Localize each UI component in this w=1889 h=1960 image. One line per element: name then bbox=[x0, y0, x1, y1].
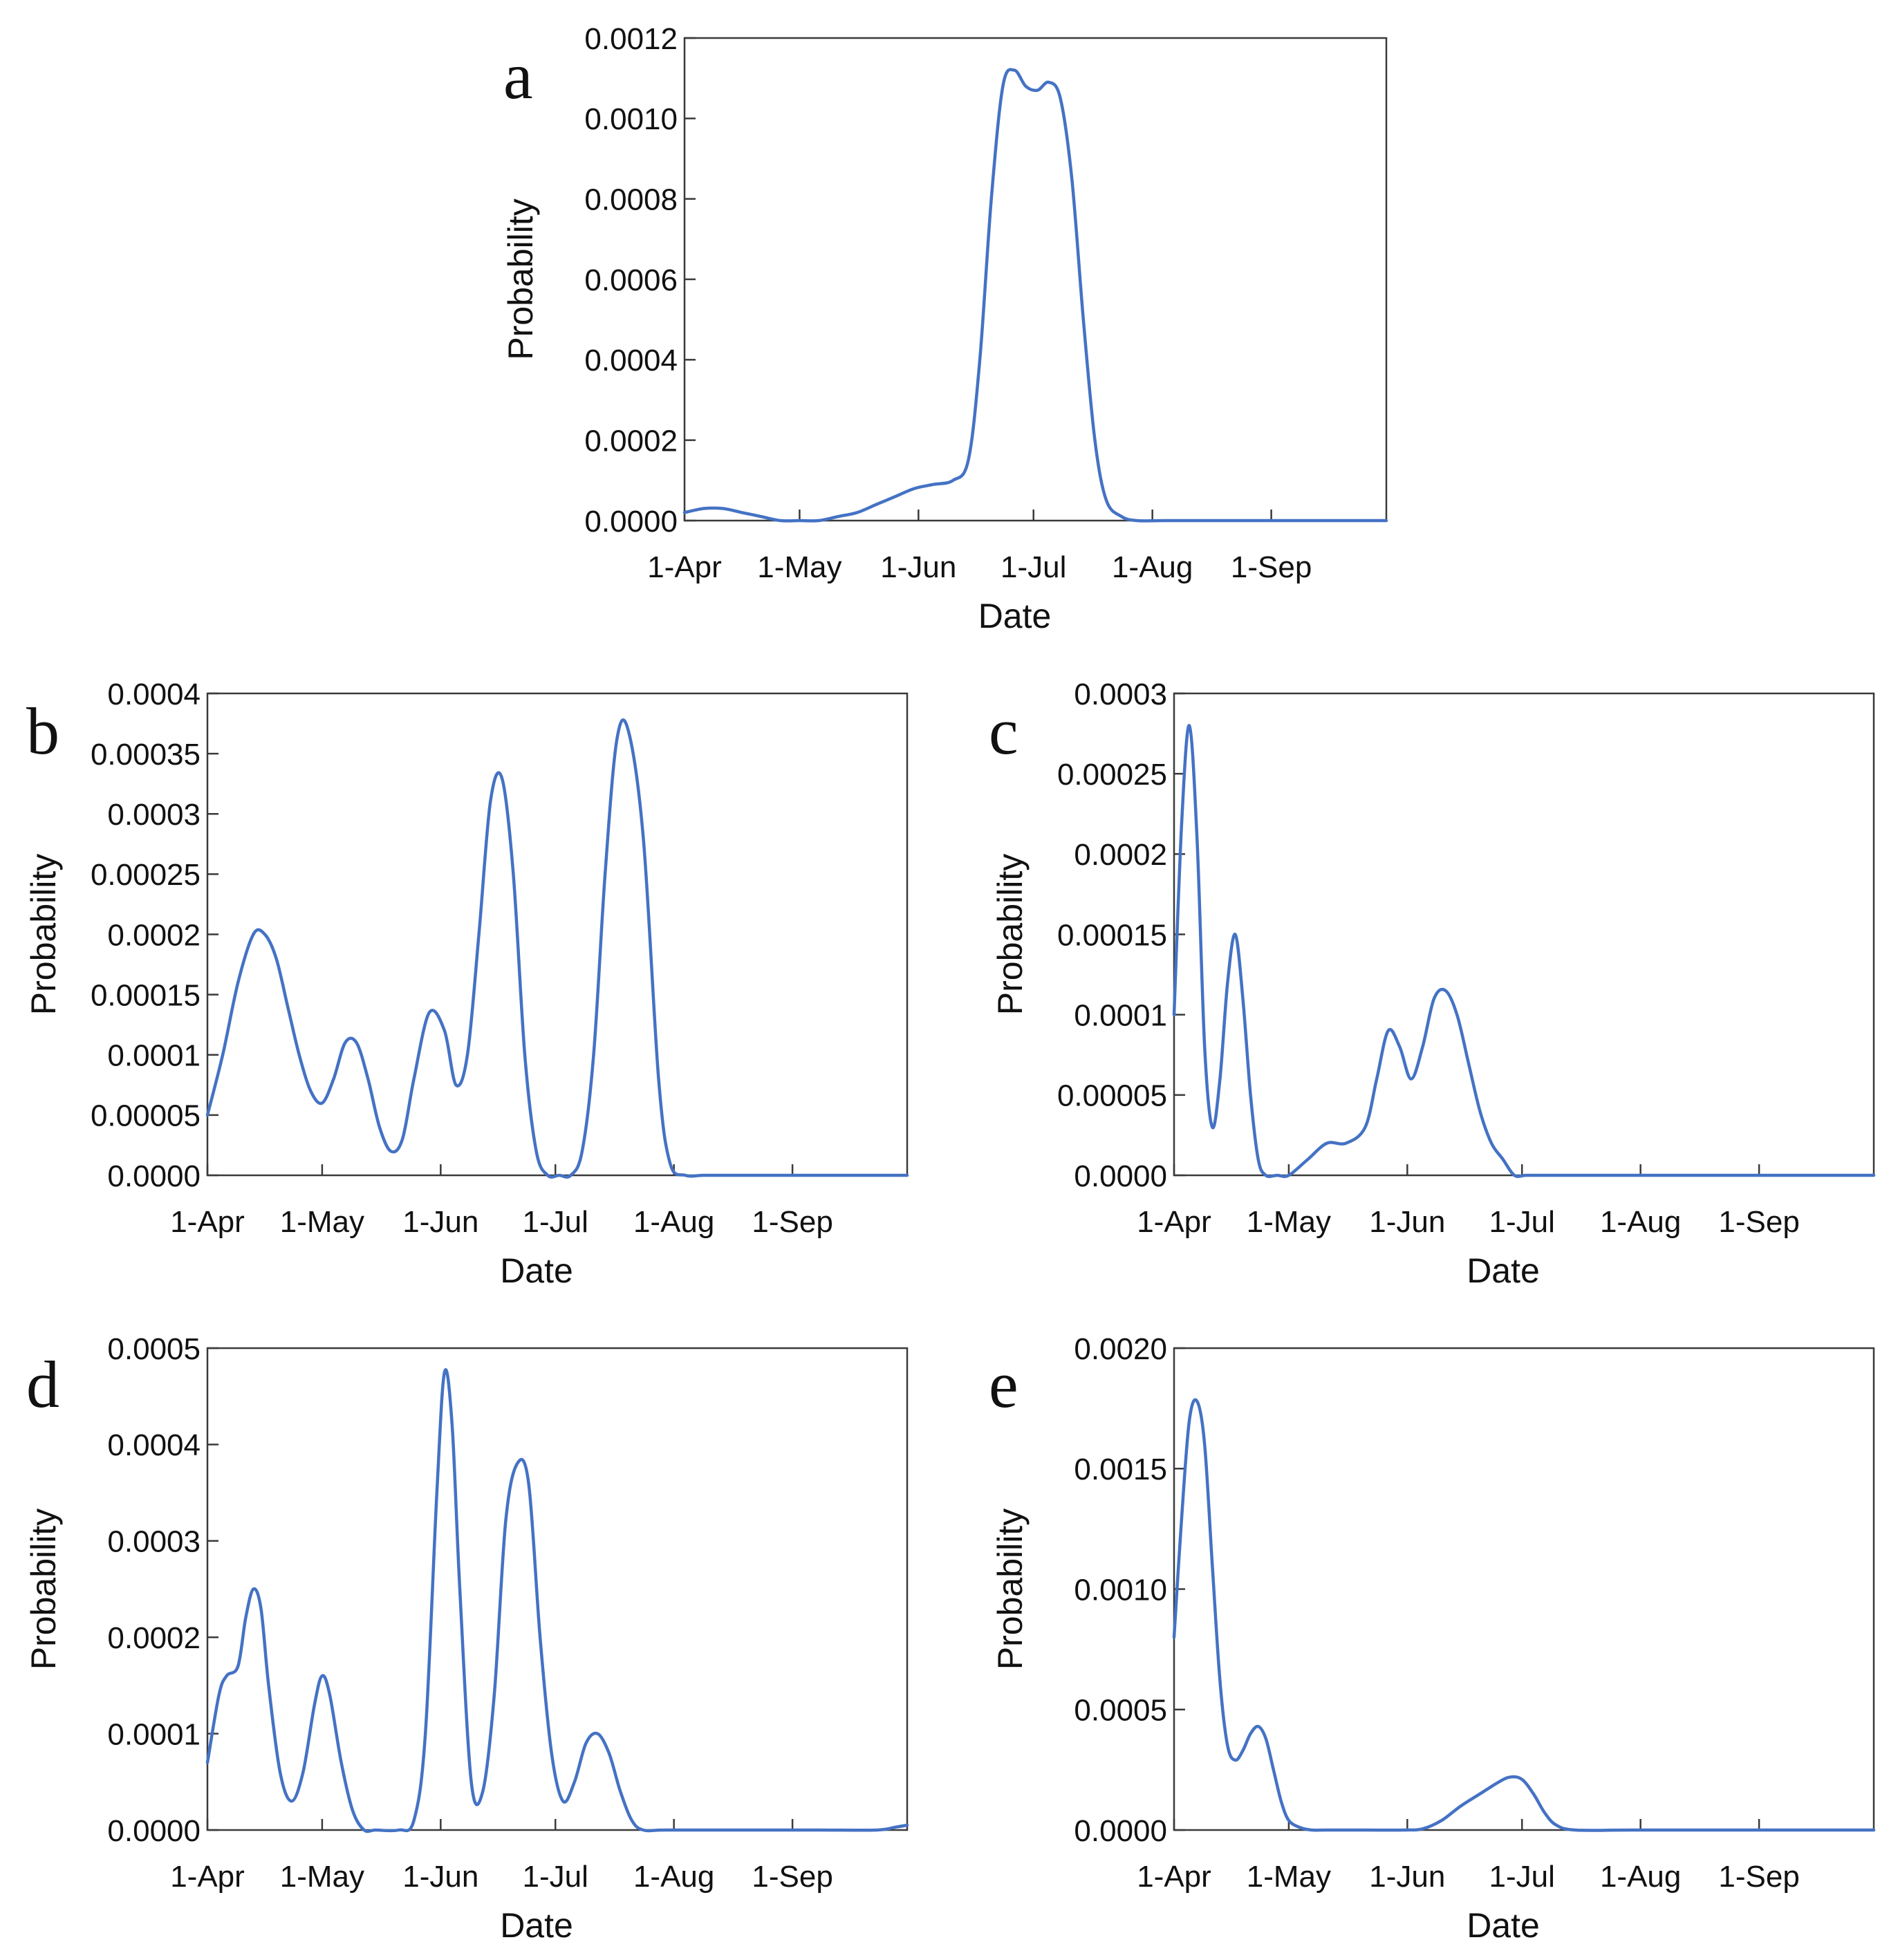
panel-letter: d bbox=[26, 1347, 59, 1421]
chart-panel-d: d 0.0000 0.0001 0.0002 0.0003 0.0004 0.0005 1-A… bbox=[24, 1332, 909, 1945]
plot-frame bbox=[1173, 692, 1875, 1177]
x-tick-label: 1-Jun bbox=[402, 1860, 478, 1894]
x-tick-label: 1-May bbox=[280, 1860, 364, 1894]
x-tick-label: 1-Aug bbox=[633, 1205, 714, 1239]
x-axis-title: Date bbox=[978, 597, 1052, 635]
plot-frame bbox=[206, 692, 909, 1177]
y-axis-title: Probability bbox=[24, 854, 63, 1015]
y-tick-label: 0.0002 bbox=[1074, 838, 1167, 872]
y-tick-label: 0.0003 bbox=[107, 798, 201, 832]
chart-panel-a: a 0.0000 0.0002 0.0004 0.0006 0.0008 0.0010 0.0… bbox=[501, 22, 1388, 635]
x-tick-label: 1-Jun bbox=[880, 550, 956, 584]
panel-letter: a bbox=[503, 39, 533, 113]
series-line bbox=[682, 68, 1388, 523]
x-tick-label: 1-Apr bbox=[170, 1205, 245, 1239]
y-axis-title: Probability bbox=[501, 198, 540, 360]
y-axis-title: Probability bbox=[991, 854, 1030, 1015]
y-tick-label: 0.00015 bbox=[1057, 918, 1167, 952]
chart-panel-e: e 0.0000 0.0005 0.0010 0.0015 0.0020 1-Apr 1-Ma… bbox=[989, 1332, 1876, 1945]
x-tick-label: 1-Apr bbox=[1137, 1205, 1211, 1239]
x-tick-label: 1-Jun bbox=[402, 1205, 478, 1239]
y-tick-label: 0.0004 bbox=[584, 344, 678, 377]
y-tick-label: 0.0004 bbox=[107, 678, 201, 711]
y-tick-label: 0.0003 bbox=[1074, 678, 1167, 711]
y-tick-label: 0.00005 bbox=[91, 1099, 201, 1133]
x-tick-label: 1-May bbox=[757, 550, 841, 584]
x-axis-title: Date bbox=[1467, 1906, 1540, 1945]
y-tick-label: 0.0001 bbox=[1074, 999, 1167, 1033]
series-line bbox=[1172, 1398, 1876, 1832]
y-tick-label: 0.0003 bbox=[107, 1525, 201, 1559]
y-tick-label: 0.0005 bbox=[107, 1332, 201, 1366]
x-tick-label: 1-Apr bbox=[1137, 1860, 1211, 1894]
y-tick-label: 0.0002 bbox=[584, 424, 678, 458]
chart-panel-c: c 0.0000 0.00005 0.0001 0.00015 0.0002 0.00025… bbox=[989, 678, 1876, 1290]
x-tick-label: 1-Apr bbox=[647, 550, 722, 584]
x-tick-label: 1-Jul bbox=[1001, 550, 1066, 584]
x-tick-label: 1-Aug bbox=[1112, 550, 1193, 584]
series-line bbox=[205, 1368, 909, 1833]
x-tick-label: 1-Sep bbox=[1718, 1205, 1799, 1239]
y-tick-label: 0.0020 bbox=[1074, 1332, 1167, 1366]
y-tick-label: 0.0000 bbox=[1074, 1159, 1167, 1193]
y-tick-label: 0.0010 bbox=[1074, 1573, 1167, 1607]
y-tick-label: 0.0001 bbox=[107, 1039, 201, 1073]
x-tick-label: 1-Aug bbox=[633, 1860, 714, 1894]
y-tick-label: 0.0005 bbox=[1074, 1694, 1167, 1728]
panel-letter: e bbox=[989, 1347, 1018, 1421]
y-tick-label: 0.0000 bbox=[584, 505, 678, 539]
x-tick-label: 1-May bbox=[280, 1205, 364, 1239]
y-tick-label: 0.0001 bbox=[107, 1717, 201, 1751]
y-tick-label: 0.0002 bbox=[107, 1621, 201, 1655]
y-tick-label: 0.00025 bbox=[91, 858, 201, 892]
plot-frame bbox=[683, 37, 1388, 522]
y-axis-title: Probability bbox=[991, 1509, 1030, 1670]
x-tick-label: 1-Jul bbox=[523, 1860, 588, 1894]
x-tick-label: 1-Jun bbox=[1369, 1205, 1445, 1239]
y-tick-label: 0.00005 bbox=[1057, 1079, 1167, 1113]
x-tick-label: 1-Aug bbox=[1600, 1205, 1681, 1239]
x-tick-label: 1-Sep bbox=[752, 1205, 832, 1239]
y-tick-label: 0.0008 bbox=[584, 183, 678, 217]
x-tick-label: 1-Jun bbox=[1369, 1860, 1445, 1894]
x-tick-label: 1-Sep bbox=[1231, 550, 1312, 584]
x-tick-label: 1-Jul bbox=[1489, 1205, 1555, 1239]
series-line bbox=[1172, 724, 1876, 1178]
chart-panel-b: b 0.0000 0.00005 0.0001 0.00015 0.0002 0.00025… bbox=[24, 678, 909, 1290]
y-tick-label: 0.00015 bbox=[91, 978, 201, 1012]
y-tick-label: 0.00035 bbox=[91, 738, 201, 772]
y-tick-label: 0.0004 bbox=[107, 1428, 201, 1462]
x-tick-label: 1-Sep bbox=[1718, 1860, 1799, 1894]
plot-frame bbox=[1173, 1347, 1875, 1831]
y-tick-label: 0.0000 bbox=[1074, 1814, 1167, 1848]
x-tick-label: 1-Aug bbox=[1600, 1860, 1681, 1894]
x-axis-title: Date bbox=[1467, 1251, 1540, 1290]
y-tick-label: 0.0012 bbox=[584, 22, 678, 56]
y-tick-label: 0.0000 bbox=[107, 1159, 201, 1193]
y-tick-label: 0.0010 bbox=[584, 102, 678, 136]
y-tick-label: 0.0006 bbox=[584, 263, 678, 297]
y-tick-label: 0.0000 bbox=[107, 1814, 201, 1848]
panel-letter: b bbox=[26, 694, 59, 768]
y-tick-label: 0.0015 bbox=[1074, 1453, 1167, 1486]
y-tick-label: 0.00025 bbox=[1057, 758, 1167, 792]
x-tick-label: 1-Jul bbox=[1489, 1860, 1555, 1894]
panel-letter: c bbox=[989, 694, 1018, 768]
y-axis-title: Probability bbox=[24, 1509, 63, 1670]
plot-frame bbox=[206, 1347, 909, 1831]
x-tick-label: 1-May bbox=[1247, 1860, 1331, 1894]
x-tick-label: 1-Apr bbox=[170, 1860, 245, 1894]
series-line bbox=[205, 718, 909, 1179]
x-tick-label: 1-Jul bbox=[523, 1205, 588, 1239]
x-axis-title: Date bbox=[500, 1251, 573, 1290]
x-tick-label: 1-Sep bbox=[752, 1860, 832, 1894]
x-axis-title: Date bbox=[500, 1906, 573, 1945]
x-tick-label: 1-May bbox=[1247, 1205, 1331, 1239]
y-tick-label: 0.0002 bbox=[107, 918, 201, 952]
